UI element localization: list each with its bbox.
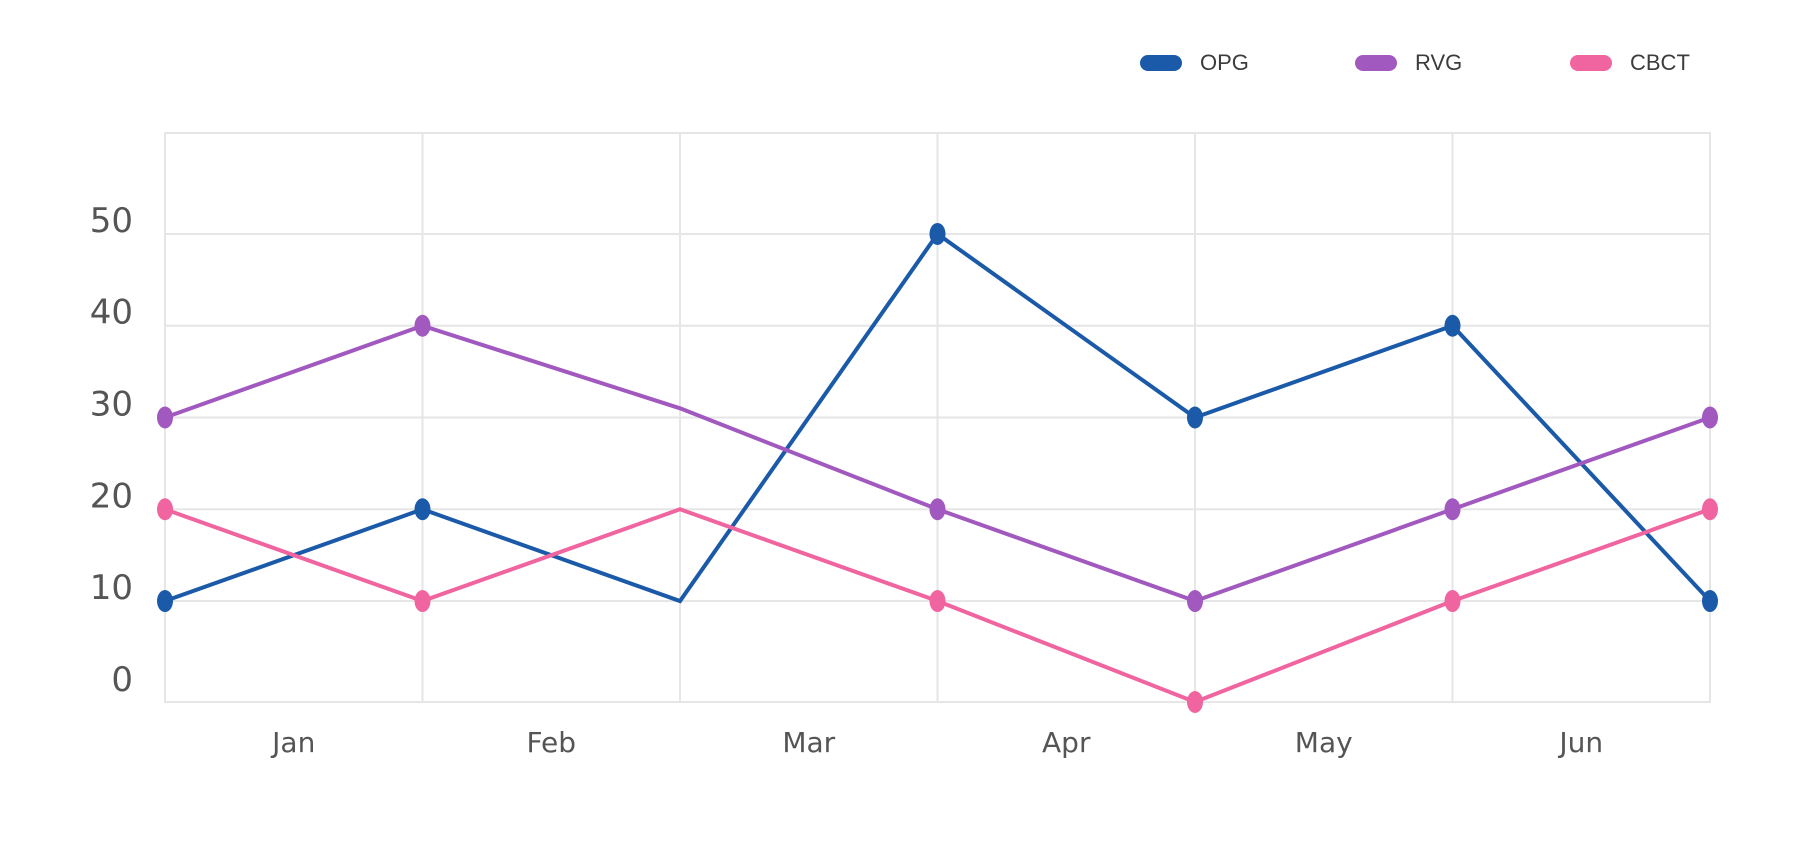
y-tick-label: 10 (90, 568, 133, 608)
legend-item-cbct[interactable]: CBCT (1570, 50, 1785, 76)
legend-label-opg: OPG (1200, 50, 1249, 75)
data-point-rvg (1702, 406, 1718, 429)
x-tick-label: May (1295, 726, 1353, 759)
data-point-cbct (929, 590, 946, 613)
data-point-rvg (1444, 498, 1461, 521)
y-tick-label: 40 (90, 293, 133, 333)
x-tick-label: Jan (270, 726, 315, 759)
legend-label-cbct: CBCT (1630, 50, 1690, 75)
x-tick-label: Jun (1557, 726, 1603, 759)
y-tick-label: 0 (111, 660, 133, 700)
data-point-cbct (1187, 691, 1203, 713)
legend-swatch-opg (1140, 55, 1182, 71)
data-point-rvg (929, 498, 946, 521)
data-point-opg (414, 498, 431, 521)
x-tick-label: Feb (526, 726, 576, 759)
data-point-rvg (157, 406, 173, 429)
data-point-cbct (1702, 498, 1718, 521)
x-tick-label: Mar (782, 726, 835, 759)
legend-item-rvg[interactable]: RVG (1355, 50, 1570, 76)
data-point-rvg (1187, 590, 1203, 613)
y-tick-label: 30 (90, 385, 133, 425)
data-point-cbct (157, 498, 173, 521)
data-point-opg (1444, 314, 1461, 337)
legend-label-rvg: RVG (1415, 50, 1463, 75)
data-point-opg (1187, 406, 1203, 429)
data-point-opg (157, 590, 173, 613)
y-tick-label: 50 (90, 201, 133, 241)
data-point-cbct (1444, 590, 1461, 613)
legend-item-opg[interactable]: OPG (1140, 50, 1355, 76)
data-point-opg (1702, 590, 1718, 613)
data-point-rvg (414, 314, 431, 337)
data-point-opg (929, 222, 946, 245)
data-point-cbct (414, 590, 431, 613)
legend-swatch-cbct (1570, 55, 1612, 71)
y-tick-label: 20 (90, 476, 133, 516)
x-tick-label: Apr (1042, 726, 1091, 759)
chart-legend: OPG RVG CBCT (1140, 50, 1785, 76)
legend-swatch-rvg (1355, 55, 1397, 71)
